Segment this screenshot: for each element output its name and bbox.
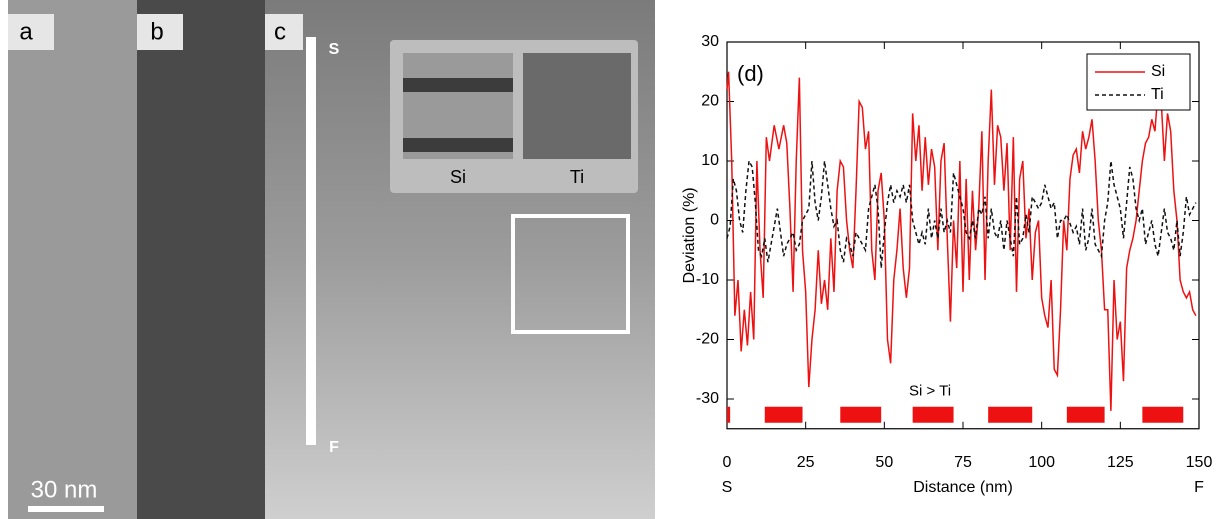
- legend-label: Ti: [1151, 86, 1164, 103]
- chart: -30 -20 -10 0 10 20 30 0 25 50 75 100 125 150 Distance…: [681, 33, 1212, 496]
- x-axis-label: Distance (nm): [913, 479, 1013, 496]
- y-tick-label: -30: [696, 390, 719, 407]
- label-box: [137, 14, 183, 50]
- region-bar: [727, 406, 731, 423]
- panel-b-image: [137, 0, 265, 519]
- panel-label: a: [19, 18, 33, 45]
- label-box: [265, 14, 303, 50]
- scan-start: S: [329, 41, 340, 58]
- panel-label: c: [274, 18, 286, 45]
- x-tick-label: 100: [1028, 454, 1055, 471]
- series-line: [726, 71, 1197, 411]
- x-end-label: F: [1194, 479, 1204, 496]
- line-scan: [306, 37, 316, 445]
- y-tick-label: -10: [696, 271, 719, 288]
- inset-si: [403, 53, 513, 159]
- x-tick-label: 50: [875, 454, 893, 471]
- x-tick-label: 125: [1107, 454, 1134, 471]
- region-label: Si > Ti: [909, 383, 951, 400]
- region-bar: [840, 406, 882, 423]
- x-tick-label: 150: [1186, 454, 1213, 471]
- x-start-label: S: [722, 479, 733, 496]
- scale-bar: [28, 506, 104, 512]
- x-tick-label: 75: [954, 454, 972, 471]
- scale-label: 30 nm: [31, 476, 98, 503]
- y-tick-label: -20: [696, 331, 719, 348]
- y-axis-label: Deviation (%): [681, 187, 698, 283]
- region-bar: [912, 406, 954, 423]
- panel-label: (d): [737, 61, 764, 86]
- panel-label: b: [150, 18, 163, 45]
- region-box: [511, 214, 630, 334]
- panel-a-image: [8, 0, 138, 519]
- series-line: [726, 158, 1197, 269]
- y-tick-label: 10: [701, 152, 719, 169]
- y-tick-label: 0: [710, 212, 719, 229]
- legend-box: [1086, 53, 1191, 111]
- x-tick-label: 25: [797, 454, 815, 471]
- region-bar: [1066, 406, 1105, 423]
- y-tick-label: 20: [701, 93, 719, 110]
- inset-label: Si: [450, 167, 466, 187]
- legend-label: Si: [1151, 63, 1165, 80]
- scan-end: F: [329, 439, 339, 456]
- y-tick-label: 30: [701, 33, 719, 50]
- image-panels: a b c S F Si Ti 30 nm: [8, 0, 655, 519]
- legend: Si Ti: [1086, 53, 1191, 111]
- region-bar: [988, 406, 1033, 423]
- region-bar: [1142, 406, 1184, 423]
- x-tick-label: 0: [723, 454, 732, 471]
- inset-ti: [523, 53, 631, 159]
- region-bar: [764, 406, 803, 423]
- label-box: [8, 14, 54, 50]
- inset-label: Ti: [570, 167, 584, 187]
